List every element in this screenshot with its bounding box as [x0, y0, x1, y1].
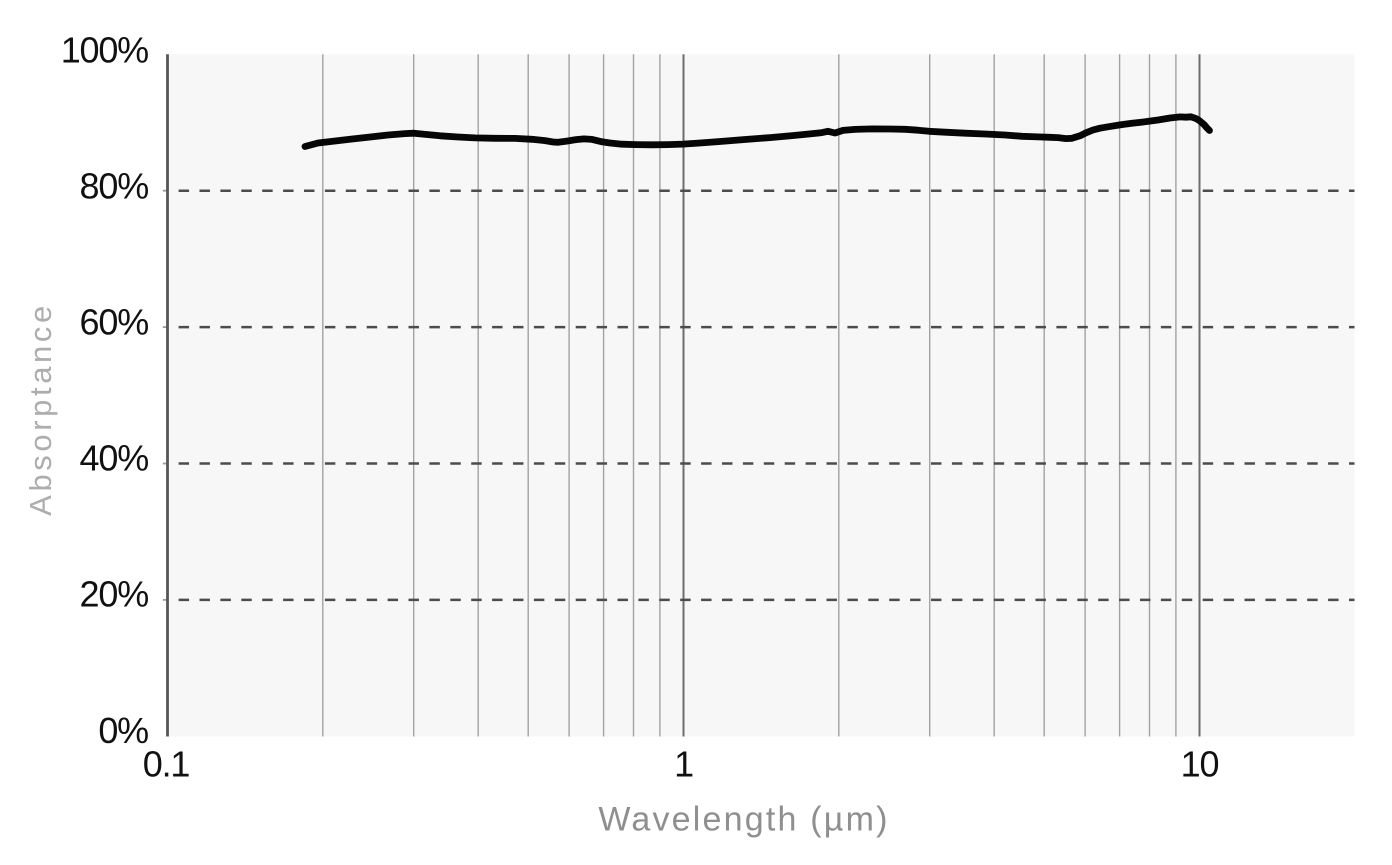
svg-text:Absorptance: Absorptance: [23, 302, 58, 516]
svg-text:0.1: 0.1: [143, 744, 190, 785]
svg-text:10: 10: [1181, 744, 1219, 785]
svg-text:80%: 80%: [80, 166, 149, 207]
svg-text:20%: 20%: [80, 574, 149, 615]
svg-text:40%: 40%: [80, 438, 149, 479]
svg-text:1: 1: [674, 744, 693, 785]
svg-text:0%: 0%: [98, 710, 148, 751]
svg-text:Wavelength (µm): Wavelength (µm): [598, 800, 889, 838]
svg-text:60%: 60%: [80, 302, 149, 343]
svg-text:100%: 100%: [61, 30, 148, 71]
